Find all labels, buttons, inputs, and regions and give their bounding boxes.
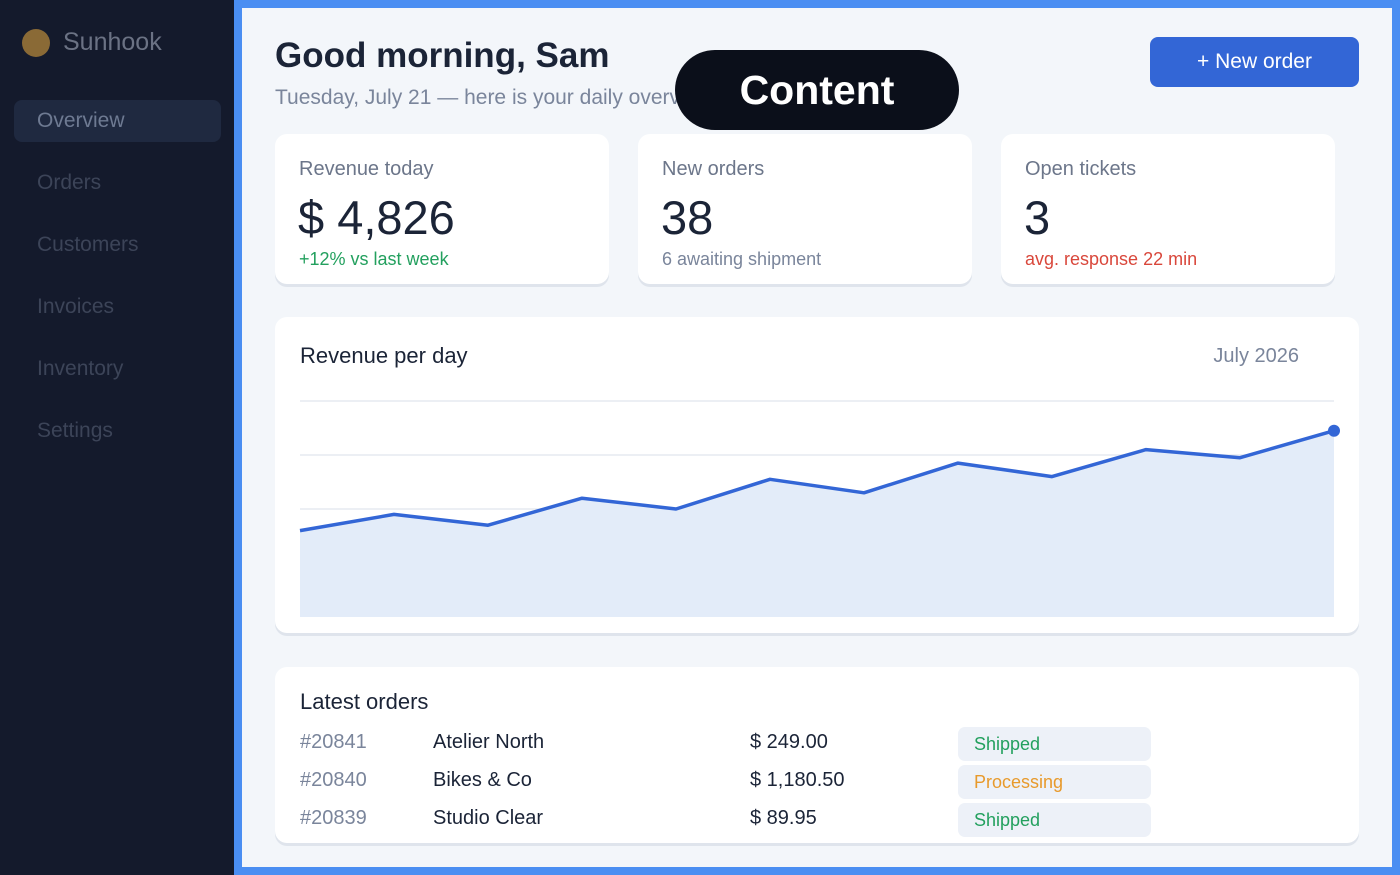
page-title: Good morning, Sam <box>275 36 610 75</box>
stat-note: avg. response 22 min <box>1025 249 1198 269</box>
stat-label: Revenue today <box>299 158 434 180</box>
stat-note: 6 awaiting shipment <box>662 249 822 269</box>
revenue-chart-card: Revenue per day July 2026 <box>275 317 1359 633</box>
table-row[interactable]: #20840 Bikes & Co $ 1,180.50 Processing <box>275 765 1359 799</box>
main-content: Good morning, Sam Tuesday, July 21 — her… <box>234 0 1400 875</box>
status-badge: Shipped <box>958 803 1151 837</box>
sidebar-item-overview[interactable]: Overview <box>14 100 221 142</box>
chart-series-line <box>299 429 1335 533</box>
latest-orders-card: Latest orders #20841 Atelier North $ 249… <box>275 667 1359 843</box>
status-badge: Shipped <box>958 727 1151 761</box>
order-amount: $ 249.00 <box>750 731 828 753</box>
page-subtitle: Tuesday, July 21 — here is your daily ov… <box>275 86 712 109</box>
brand-name: Sunhook <box>63 28 162 56</box>
orders-title: Latest orders <box>300 689 429 714</box>
brand[interactable]: Sunhook <box>22 28 162 57</box>
stat-card-revenue: Revenue today $ 4,826 +12% vs last week <box>275 134 609 284</box>
order-customer: Bikes & Co <box>433 769 532 791</box>
stat-label: Open tickets <box>1025 158 1137 180</box>
table-row[interactable]: #20839 Studio Clear $ 89.95 Shipped <box>275 803 1359 837</box>
content-overlay-label: Content <box>675 50 959 130</box>
chart-point <box>1328 424 1340 437</box>
chart-area-fill <box>300 430 1334 617</box>
sidebar-item-inventory[interactable]: Inventory <box>37 357 124 380</box>
order-amount: $ 89.95 <box>750 807 817 829</box>
stat-label: New orders <box>662 158 765 180</box>
chart-period[interactable]: July 2026 <box>1213 345 1299 367</box>
order-id: #20839 <box>300 807 367 829</box>
table-row[interactable]: #20841 Atelier North $ 249.00 Shipped <box>275 727 1359 761</box>
order-amount: $ 1,180.50 <box>750 769 845 791</box>
stat-card-open-tickets: Open tickets 3 avg. response 22 min <box>1001 134 1335 284</box>
brand-logo-icon <box>22 28 50 57</box>
stat-value: $ 4,826 <box>298 191 455 244</box>
status-badge: Processing <box>958 765 1151 799</box>
stat-card-new-orders: New orders 38 6 awaiting shipment <box>638 134 972 284</box>
sidebar-item-invoices[interactable]: Invoices <box>37 295 115 318</box>
chart-title: Revenue per day <box>300 343 468 368</box>
stat-value: 3 <box>1024 191 1051 244</box>
sidebar-item-settings[interactable]: Settings <box>37 419 113 442</box>
stat-value: 38 <box>661 191 714 244</box>
sidebar-nav: Overview Orders Customers Invoices Inven… <box>14 100 221 472</box>
new-order-button[interactable]: + New order <box>1150 37 1359 87</box>
revenue-chart <box>299 400 1340 617</box>
stat-note: +12% vs last week <box>299 249 449 269</box>
sidebar-item-customers[interactable]: Customers <box>37 233 139 256</box>
sidebar: Sunhook Overview Orders Customers Invoic… <box>0 0 234 875</box>
order-id: #20840 <box>300 769 367 791</box>
order-id: #20841 <box>300 731 367 753</box>
order-customer: Atelier North <box>433 731 545 753</box>
order-customer: Studio Clear <box>433 807 544 829</box>
sidebar-item-orders[interactable]: Orders <box>37 171 102 194</box>
